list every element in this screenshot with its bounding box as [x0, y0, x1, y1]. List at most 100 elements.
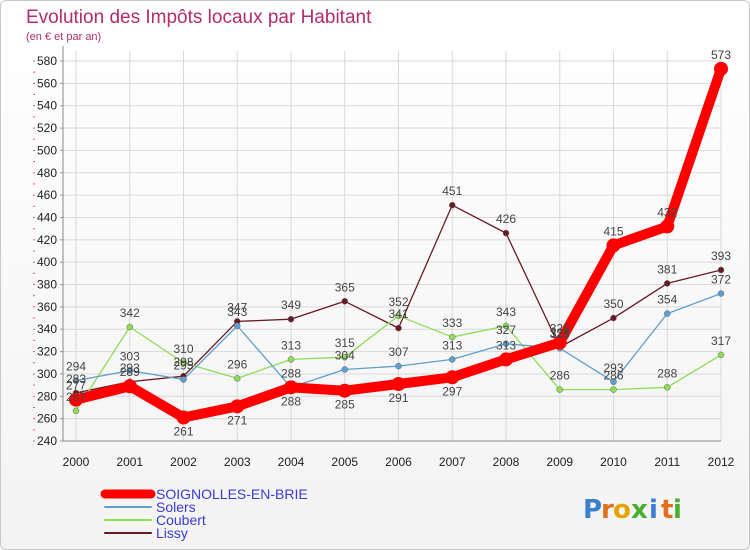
data-point: [126, 323, 133, 331]
data-labels: 283 293 298 347 349 365 341 451 426 324 350 381 393 2…: [66, 48, 731, 439]
x-tick-label: 2004: [278, 455, 305, 469]
data-label: 289: [120, 365, 140, 379]
y-tick-label: 440: [37, 210, 57, 224]
data-point: [230, 399, 245, 414]
data-label: 343: [496, 305, 516, 319]
x-tick-label: 2012: [708, 455, 735, 469]
data-point: [341, 366, 348, 373]
data-point: [717, 290, 725, 297]
logo-letter: r: [601, 495, 614, 525]
data-label: 573: [711, 48, 731, 62]
y-tick-label: 520: [37, 121, 57, 135]
data-label: 393: [711, 249, 731, 263]
data-label: 304: [335, 348, 355, 362]
x-tick-label: 2007: [439, 455, 466, 469]
data-label: 296: [227, 357, 247, 371]
logo-letter: i: [649, 495, 658, 525]
data-label: 350: [603, 297, 623, 311]
data-point: [69, 392, 83, 407]
data-point: [395, 312, 402, 320]
x-tick-label: 2000: [63, 455, 90, 469]
y-tick-label: 300: [37, 367, 57, 381]
data-label: 341: [388, 307, 408, 321]
data-label: 313: [281, 338, 301, 352]
data-label: 277: [66, 379, 86, 393]
data-point: [610, 378, 617, 386]
data-point: [180, 376, 187, 383]
data-point: [449, 201, 456, 209]
data-point: [502, 322, 510, 330]
data-point: [660, 219, 675, 234]
data-point: [341, 298, 348, 305]
y-tick-label: 340: [37, 322, 57, 336]
data-point: [234, 375, 241, 382]
x-tick-label: 2009: [546, 455, 573, 469]
y-tick-label: 240: [37, 434, 57, 448]
data-point: [664, 280, 671, 287]
data-label: 294: [66, 360, 86, 374]
data-point: [664, 310, 671, 317]
data-point: [176, 410, 191, 425]
y-tick-label: 580: [37, 54, 57, 68]
logo-letter: x: [631, 495, 648, 525]
data-point: [284, 380, 298, 395]
legend-label: Solers: [156, 499, 196, 515]
data-label: 451: [442, 184, 462, 198]
data-label: 307: [388, 345, 408, 359]
data-label: 432: [657, 205, 677, 219]
logo-letter: P: [583, 495, 602, 525]
data-label: 347: [227, 300, 247, 314]
data-point: [717, 266, 725, 274]
data-label: 310: [173, 342, 193, 356]
data-label: 317: [711, 334, 731, 348]
legend-label: SOIGNOLLES-EN-BRIE: [156, 486, 308, 502]
data-label: 381: [657, 262, 677, 276]
data-label: 303: [120, 350, 140, 364]
x-tick-label: 2002: [170, 455, 197, 469]
data-label: 288: [281, 366, 301, 380]
data-label: 267: [66, 390, 86, 404]
y-tick-label: 400: [37, 255, 57, 269]
y-tick-label: 260: [37, 412, 57, 426]
legend-label: Lissy: [156, 525, 188, 541]
data-point: [610, 314, 617, 322]
data-label: 352: [388, 295, 408, 309]
data-point: [717, 351, 725, 359]
data-point: [502, 340, 510, 348]
x-tick-label: 2001: [116, 455, 143, 469]
data-label: 333: [442, 316, 462, 330]
data-label: 293: [120, 361, 140, 375]
data-point: [502, 229, 510, 237]
y-tick-label: 560: [37, 76, 57, 90]
chart-title: Evolution des Impôts locaux par Habitant: [26, 7, 372, 28]
logo-letter: t: [661, 495, 673, 525]
data-point: [391, 377, 406, 391]
data-point: [664, 384, 671, 391]
data-point: [552, 335, 567, 350]
data-label: 349: [281, 298, 301, 312]
data-label: 283: [66, 372, 86, 386]
y-tick-label: 480: [37, 166, 57, 180]
x-tick-label: 2003: [224, 455, 251, 469]
data-point: [126, 367, 133, 374]
data-label: 365: [335, 280, 355, 294]
data-point: [606, 238, 621, 253]
data-point: [714, 61, 728, 76]
data-label: 342: [120, 306, 140, 320]
y-tick-label: 460: [37, 188, 57, 202]
proxiti-logo: Pr o x i t i: [583, 495, 682, 525]
data-label: 315: [335, 336, 355, 350]
x-tick-label: 2006: [385, 455, 412, 469]
x-tick-label: 2011: [654, 455, 680, 469]
logo-letter: o: [613, 495, 631, 525]
legend-label: Coubert: [156, 512, 206, 528]
data-point: [610, 386, 617, 393]
x-tick-label: 2008: [493, 455, 520, 469]
data-label: 415: [603, 224, 623, 238]
data-label: 426: [496, 212, 516, 226]
y-tick-label: 420: [37, 233, 57, 247]
data-point: [122, 379, 137, 394]
data-label: 313: [496, 338, 516, 352]
